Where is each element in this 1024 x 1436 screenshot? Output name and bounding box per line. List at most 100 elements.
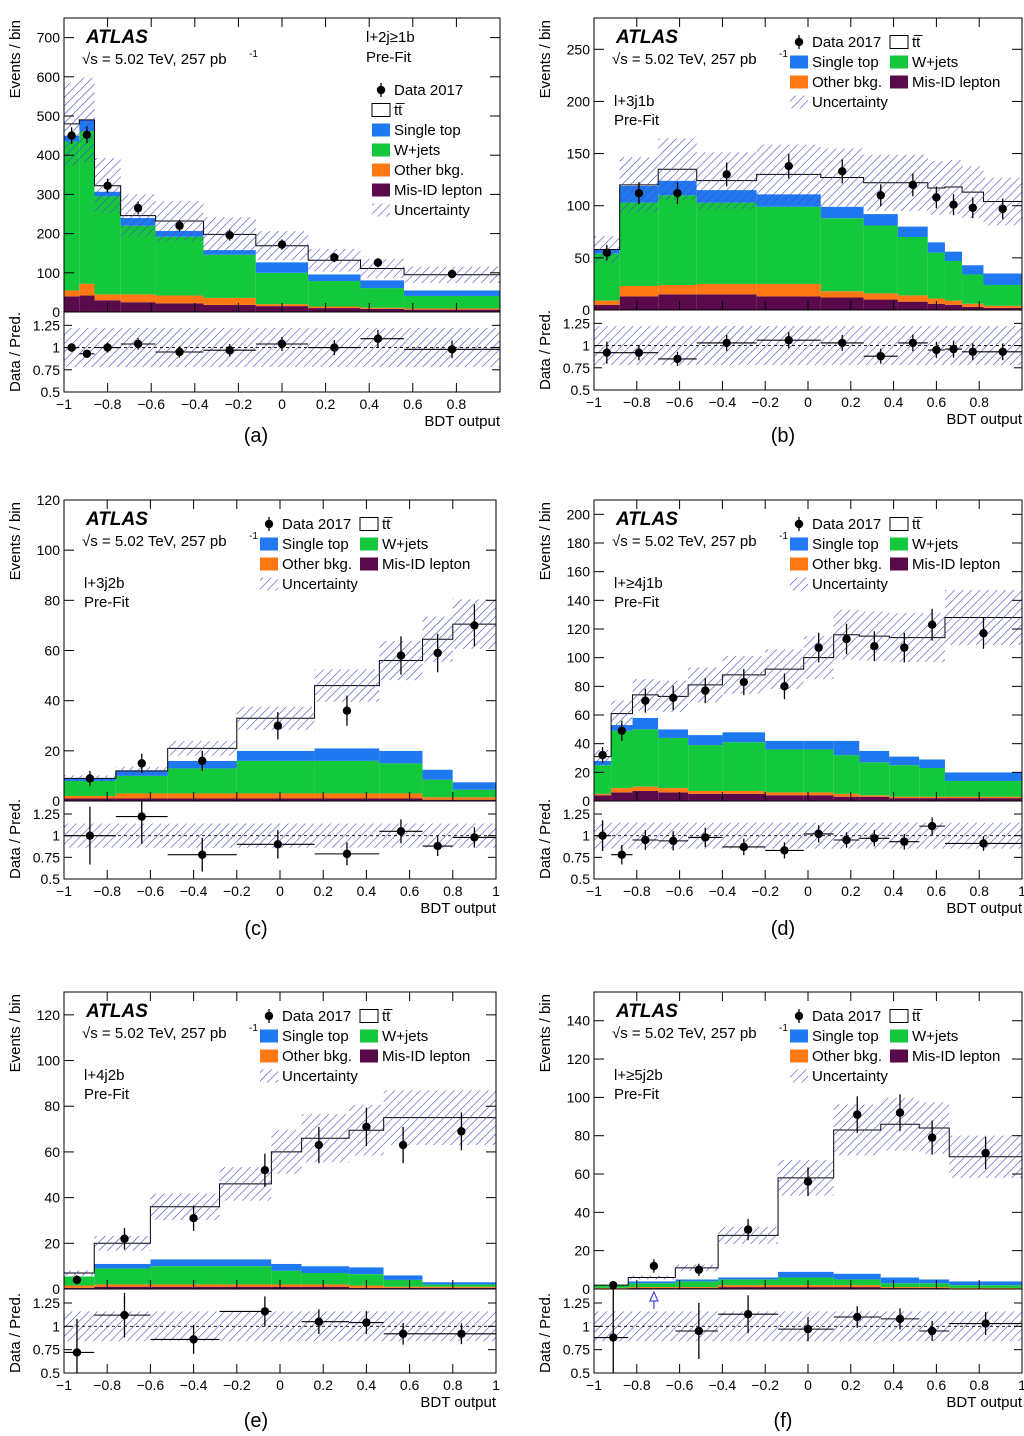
stack-bar-misid xyxy=(308,308,361,312)
legend-wjets: W+jets xyxy=(890,1028,958,1045)
legend-wjets: W+jets xyxy=(890,54,958,71)
energy-superscript: -1 xyxy=(779,49,788,60)
stack-bar-wjets xyxy=(422,1284,496,1287)
stack-bar-other xyxy=(203,297,256,305)
ratio-point xyxy=(743,1310,753,1319)
energy-superscript: -1 xyxy=(249,531,258,542)
x-axis-label: BDT output xyxy=(420,900,496,917)
data-point xyxy=(433,648,442,658)
stack-bar-other xyxy=(120,294,156,303)
y-tick-label: 180 xyxy=(567,535,591,551)
x-axis-label: BDT output xyxy=(946,900,1022,917)
legend-misid: Mis-ID lepton xyxy=(372,182,482,199)
ratio-y-axis-label: Data / Pred. xyxy=(7,1293,24,1373)
stack-bar-other xyxy=(897,295,928,302)
uncertainty-band xyxy=(422,1090,496,1146)
y-tick-label: 80 xyxy=(44,592,60,608)
data-point xyxy=(649,1261,659,1271)
x-tick-label: 0.8 xyxy=(969,1377,989,1393)
y-axis-label: Events / bin xyxy=(7,502,24,580)
ratio-y-tick-label: 1.25 xyxy=(563,806,590,822)
data-point xyxy=(398,1140,408,1150)
x-tick-label: −1 xyxy=(56,883,72,899)
legend-label: Other bkg. xyxy=(812,1048,882,1065)
stack-bar-wjets xyxy=(675,1281,719,1288)
x-tick-label: 0.6 xyxy=(927,1377,947,1393)
ratio-point xyxy=(120,1310,129,1320)
stack-bar-single-top xyxy=(962,265,984,275)
ratio-y-axis-label: Data / Pred. xyxy=(537,1293,554,1373)
energy-label: √s = 5.02 TeV, 257 pb xyxy=(82,1025,227,1042)
legend-label: Single top xyxy=(812,54,879,71)
legend-label: Data 2017 xyxy=(812,34,881,51)
stack-bar-other xyxy=(962,303,984,307)
legend-label: Single top xyxy=(282,1028,349,1045)
stack-bar-misid xyxy=(722,793,766,801)
ratio-y-tick-label: 1 xyxy=(52,1318,60,1334)
data-point xyxy=(927,1133,937,1142)
stack-bar-single-top xyxy=(688,735,723,746)
legend-wjets: W+jets xyxy=(890,536,958,553)
x-tick-label: −1 xyxy=(56,396,72,412)
legend-ttbar: tt̅ xyxy=(359,516,393,533)
x-tick-label: 0.6 xyxy=(400,1377,420,1393)
y-tick-label: 700 xyxy=(37,30,61,46)
x-tick-label: −1 xyxy=(56,1377,72,1393)
stack-bar-misid xyxy=(765,795,804,801)
stack-bar-wjets xyxy=(115,775,168,794)
y-tick-label: 140 xyxy=(567,1013,591,1029)
region-label: l+2j≥1b xyxy=(366,29,415,46)
legend-other: Other bkg. xyxy=(790,1048,882,1065)
ratio-point xyxy=(673,354,682,364)
legend-label: W+jets xyxy=(394,142,440,159)
legend-swatch xyxy=(790,95,808,109)
y-tick-label: 0 xyxy=(582,302,590,318)
stack-bar-other xyxy=(833,1285,881,1288)
legend-marker xyxy=(794,519,804,529)
y-tick-label: 80 xyxy=(574,1128,590,1144)
y-tick-label: 100 xyxy=(567,198,591,214)
fit-status-label: Pre-Fit xyxy=(84,1086,130,1103)
ratio-point xyxy=(853,1312,862,1322)
energy-label: √s = 5.02 TeV, 257 pb xyxy=(82,51,227,68)
legend-swatch xyxy=(790,537,808,551)
stack-bar-misid xyxy=(632,790,659,801)
stack-bar-single-top xyxy=(880,1277,920,1284)
legend-label: Other bkg. xyxy=(282,556,352,573)
ratio-out-of-range-arrow xyxy=(648,1290,659,1302)
stack-bar-wjets xyxy=(944,260,963,301)
uncertainty-band xyxy=(611,700,633,727)
legend-swatch xyxy=(790,1049,808,1063)
legend-swatch xyxy=(890,537,908,551)
legend-swatch xyxy=(372,183,390,197)
stack-bar-other xyxy=(308,306,361,309)
ratio-uncertainty-band xyxy=(79,328,95,368)
stack-bar-wjets xyxy=(422,779,453,798)
x-tick-label: −0.8 xyxy=(623,394,651,410)
stack-bar-other xyxy=(688,790,723,794)
x-tick-label: 0.2 xyxy=(841,883,861,899)
y-tick-label: 160 xyxy=(567,564,591,580)
y-tick-label: 60 xyxy=(574,1166,590,1182)
x-tick-label: 0.6 xyxy=(927,394,947,410)
x-tick-label: 0.6 xyxy=(400,883,420,899)
x-tick-label: −0.8 xyxy=(623,883,651,899)
data-point xyxy=(870,642,879,651)
y-tick-label: 100 xyxy=(37,265,61,281)
stack-bar-wjets xyxy=(919,1283,950,1288)
legend-label: tt̅ xyxy=(382,1008,393,1025)
y-tick-label: 60 xyxy=(574,707,590,723)
uncertainty-band xyxy=(64,1270,95,1276)
x-axis-label: BDT output xyxy=(420,1394,496,1411)
legend-data: Data 2017 xyxy=(264,516,351,533)
stack-bar-single-top xyxy=(452,782,496,790)
stack-bar-misid xyxy=(658,294,697,310)
legend-swatch xyxy=(790,75,808,89)
stack-bar-other xyxy=(718,1285,779,1288)
x-tick-label: −0.6 xyxy=(137,396,165,412)
stack-bar-other xyxy=(167,793,237,799)
stack-bar-wjets xyxy=(803,749,834,793)
ratio-y-tick-label: 0.5 xyxy=(41,384,61,400)
stack-bar-wjets xyxy=(889,765,920,797)
